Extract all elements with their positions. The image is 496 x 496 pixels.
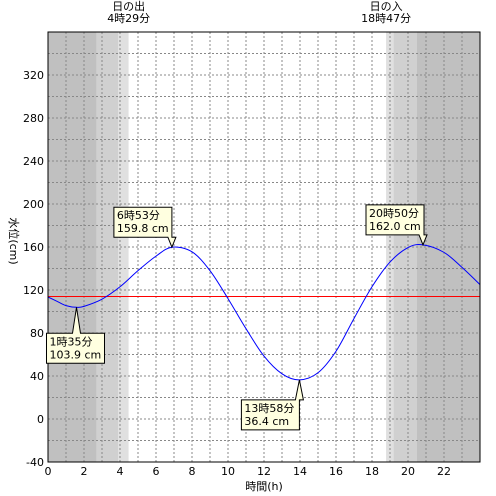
callout-value: 162.0 cm — [369, 220, 421, 233]
x-tick-label: 10 — [221, 465, 235, 478]
callout-value: 36.4 cm — [244, 415, 289, 428]
y-tick-labels: -40 0 40 80 120 160 200 240 280 320 — [23, 69, 44, 469]
callout-box — [113, 206, 177, 249]
x-tick-label: 12 — [257, 465, 271, 478]
sunset-label: 日の入 — [370, 0, 403, 13]
sunrise-label: 日の出 — [112, 0, 145, 13]
y-tick-label: 0 — [37, 413, 44, 426]
y-tick-label: 320 — [23, 69, 44, 82]
x-tick-label: 4 — [117, 465, 124, 478]
x-axis-label: 時間(h) — [245, 480, 283, 493]
x-tick-label: 16 — [329, 465, 343, 478]
series-line-tide — [47, 244, 481, 381]
callout-value: 103.9 cm — [49, 348, 101, 361]
plot-frame — [47, 31, 481, 463]
y-tick-label: 280 — [23, 112, 44, 125]
callout-time: 6時53分 — [117, 209, 160, 222]
callout-box — [365, 204, 428, 247]
x-tick-label: 6 — [153, 465, 160, 478]
band-dawn-2 — [118, 32, 129, 462]
y-axis-label: 水位(cm) — [7, 217, 21, 264]
y-tick-label: 40 — [30, 370, 44, 383]
callout-box — [240, 379, 305, 431]
y-tick-label: -40 — [26, 456, 44, 469]
callout-value: 159.8 cm — [117, 222, 169, 235]
y-tick-label: 120 — [23, 284, 44, 297]
y-tick-label: 240 — [23, 155, 44, 168]
callout-time: 20時50分 — [369, 207, 419, 220]
y-tick-label: 200 — [23, 198, 44, 211]
x-tick-label: 20 — [401, 465, 415, 478]
x-tick-label: 18 — [365, 465, 379, 478]
callout-box — [45, 307, 105, 364]
x-tick-label: 8 — [189, 465, 196, 478]
x-tick-label: 2 — [81, 465, 88, 478]
y-tick-label: 80 — [30, 327, 44, 340]
band-dawn-1 — [96, 32, 119, 462]
x-tick-label: 14 — [293, 465, 307, 478]
callout-time: 13時58分 — [244, 402, 294, 415]
y-tick-label: 160 — [23, 241, 44, 254]
sunrise-time: 4時29分 — [107, 12, 150, 25]
sunset-time: 18時47分 — [361, 12, 411, 25]
callout-time: 1時35分 — [49, 335, 92, 348]
x-tick-label: 0 — [45, 465, 52, 478]
x-tick-label: 22 — [437, 465, 451, 478]
x-tick-labels: 0 2 4 6 8 10 12 14 16 18 20 22 — [45, 465, 452, 478]
